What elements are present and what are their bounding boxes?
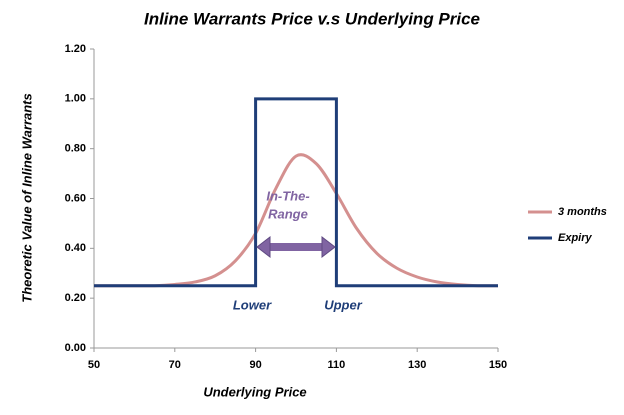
arrow-head xyxy=(256,235,271,259)
plot-area xyxy=(94,97,499,288)
y-tick-label: 0.40 xyxy=(65,242,86,254)
annotation: Range xyxy=(268,206,308,221)
annotation: Upper xyxy=(324,297,363,312)
x-tick-label: 90 xyxy=(249,359,261,371)
annotation: Lower xyxy=(233,297,272,312)
x-tick-label: 130 xyxy=(408,359,426,371)
chart-title: Inline Warrants Price v.s Underlying Pri… xyxy=(144,9,480,28)
annotation: In-The- xyxy=(266,188,309,203)
y-tick-label: 0.60 xyxy=(65,192,86,204)
x-tick-label: 50 xyxy=(88,359,100,371)
x-tick-label: 110 xyxy=(328,359,346,371)
legend-label: 3 months xyxy=(558,206,607,218)
arrow-head xyxy=(321,235,336,259)
x-tick-label: 150 xyxy=(489,359,507,371)
y-tick-label: 0.00 xyxy=(65,342,86,354)
y-tick-label: 0.80 xyxy=(65,143,86,155)
y-tick-label: 1.20 xyxy=(65,43,86,55)
y-tick-label: 0.20 xyxy=(65,292,86,304)
y-tick-label: 1.00 xyxy=(65,93,86,105)
series-line xyxy=(94,97,498,288)
x-tick-label: 70 xyxy=(169,359,181,371)
legend-label: Expiry xyxy=(558,232,593,244)
x-axis-title: Underlying Price xyxy=(203,384,306,399)
y-axis-title: Theoretic Value of Inline Warrants xyxy=(19,93,34,303)
range-arrow xyxy=(256,235,336,259)
